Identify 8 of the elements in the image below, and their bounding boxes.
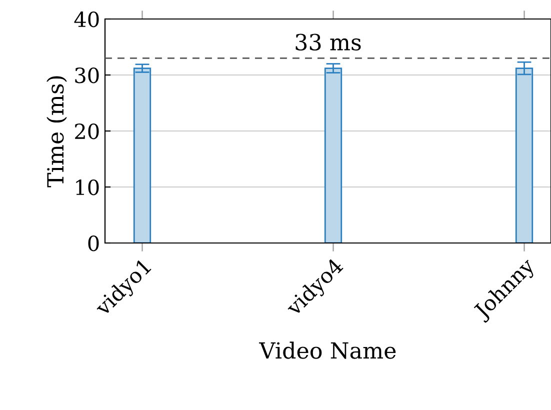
x-axis-title: Video Name — [259, 342, 396, 359]
y-axis-title: Time (ms) — [46, 76, 67, 188]
y-tick-label: 10 — [76, 179, 99, 196]
y-tick-label: 0 — [88, 235, 99, 252]
y-tick-label: 40 — [74, 11, 99, 28]
ref-line-label: 33 ms — [296, 34, 361, 51]
y-tick-label: 30 — [75, 67, 99, 84]
y-tick-label: 20 — [75, 123, 99, 140]
